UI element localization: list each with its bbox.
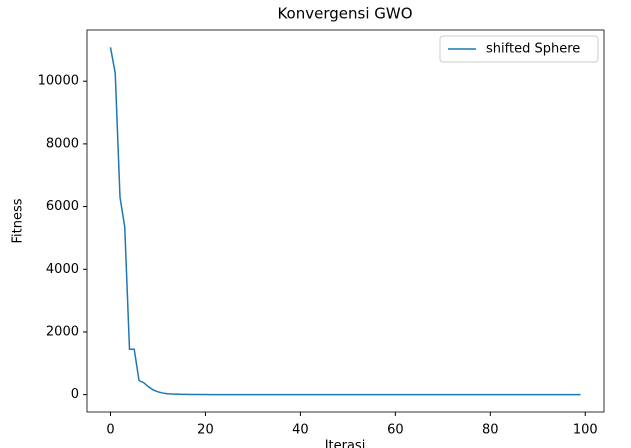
y-tick-label: 8000 <box>46 136 79 151</box>
x-tick-label: 0 <box>106 423 114 438</box>
x-axis-label: Iterasi <box>325 439 366 448</box>
legend-box <box>439 35 599 63</box>
y-axis-label: Fitness <box>11 198 26 243</box>
x-tick-label: 100 <box>573 423 598 438</box>
y-tick-label: 2000 <box>46 324 79 339</box>
x-tick-label: 20 <box>197 423 214 438</box>
x-tick-label: 60 <box>387 423 404 438</box>
y-tick-label: 0 <box>71 387 79 402</box>
chart-title: Konvergensi GWO <box>277 5 412 23</box>
x-tick-label: 40 <box>292 423 309 438</box>
legend-label: shifted Sphere <box>486 42 580 57</box>
y-tick-label: 6000 <box>46 199 79 214</box>
y-tick-label: 4000 <box>46 262 79 277</box>
x-tick-label: 80 <box>482 423 499 438</box>
y-tick-label: 10000 <box>38 74 79 89</box>
line <box>109 47 581 396</box>
plot-frame <box>86 29 605 413</box>
